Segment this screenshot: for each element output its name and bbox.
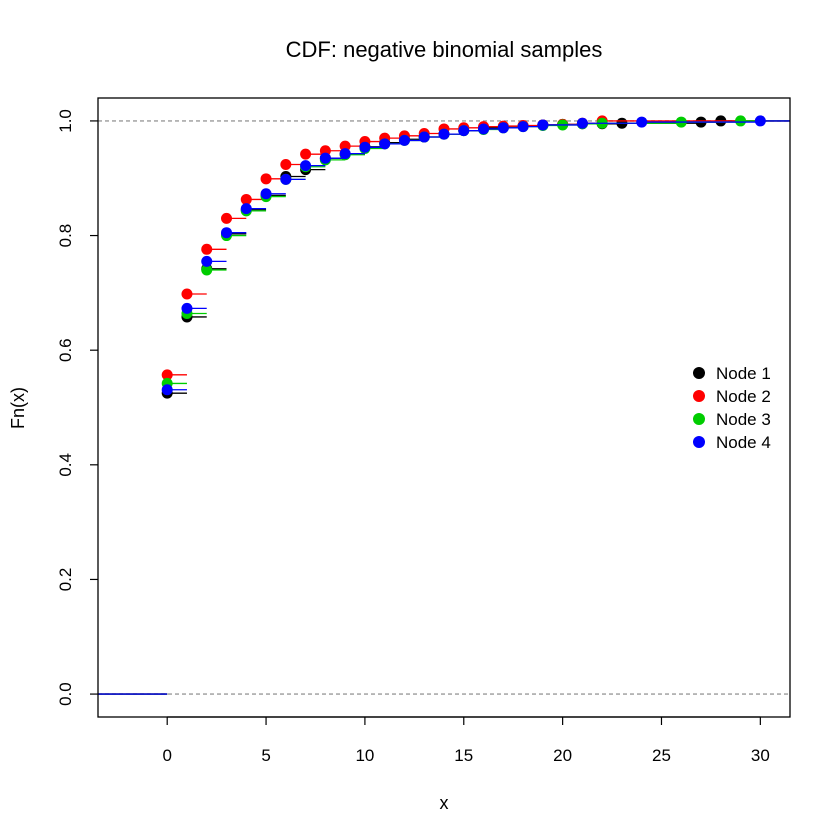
- data-point: [300, 148, 312, 160]
- legend-marker: [693, 436, 705, 448]
- data-point: [576, 117, 588, 129]
- data-point: [398, 134, 410, 146]
- data-point: [201, 264, 213, 276]
- plot-frame: [97, 97, 791, 718]
- data-point: [359, 141, 371, 153]
- legend-marker: [693, 413, 705, 425]
- data-point: [260, 173, 272, 185]
- x-tick-label: 10: [355, 746, 374, 765]
- x-tick-label: 0: [162, 746, 171, 765]
- data-point: [181, 302, 193, 314]
- y-tick-label: 0.2: [56, 568, 75, 592]
- y-tick-label: 0.4: [56, 453, 75, 477]
- data-point: [319, 152, 331, 164]
- data-point: [221, 227, 233, 239]
- legend-marker: [693, 367, 705, 379]
- data-point: [636, 116, 648, 128]
- data-point: [517, 121, 529, 133]
- data-point: [735, 115, 747, 127]
- y-tick-label: 0.8: [56, 224, 75, 248]
- x-tick-label: 25: [652, 746, 671, 765]
- legend: Node 1 Node 2 Node 3 Node 4: [693, 364, 771, 452]
- legend-label: Node 4: [716, 433, 771, 452]
- data-point: [221, 212, 233, 224]
- data-point: [201, 243, 213, 255]
- chart-title: CDF: negative binomial samples: [286, 37, 603, 62]
- data-point: [280, 173, 292, 185]
- data-point: [181, 288, 193, 300]
- data-point: [240, 193, 252, 205]
- series-4: [98, 115, 790, 695]
- legend-label: Node 3: [716, 410, 771, 429]
- data-point: [260, 188, 272, 200]
- data-point: [379, 138, 391, 150]
- legend-label: Node 1: [716, 364, 771, 383]
- y-tick-label: 1.0: [56, 109, 75, 133]
- data-point: [537, 119, 549, 131]
- x-tick-label: 5: [261, 746, 270, 765]
- y-axis-label: Fn(x): [8, 387, 28, 429]
- data-point: [478, 123, 490, 135]
- data-point: [280, 158, 292, 170]
- data-point: [240, 203, 252, 215]
- y-tick-label: 0.0: [56, 682, 75, 706]
- data-point: [201, 255, 213, 267]
- x-axis-label: x: [440, 793, 449, 813]
- x-tick-label: 20: [553, 746, 572, 765]
- series-layer: [98, 115, 790, 695]
- data-point: [418, 131, 430, 143]
- data-point: [300, 160, 312, 172]
- x-tick-label: 30: [751, 746, 770, 765]
- data-point: [161, 369, 173, 381]
- data-point: [161, 384, 173, 396]
- data-point: [339, 148, 351, 160]
- legend-marker: [693, 390, 705, 402]
- y-tick-label: 0.6: [56, 338, 75, 362]
- data-point: [458, 125, 470, 137]
- x-tick-label: 15: [454, 746, 473, 765]
- y-axis: 0.0 0.2 0.4 0.6 0.8 1.0: [56, 109, 98, 706]
- data-point: [754, 115, 766, 127]
- legend-label: Node 2: [716, 387, 771, 406]
- data-point: [497, 122, 509, 134]
- data-point: [438, 128, 450, 140]
